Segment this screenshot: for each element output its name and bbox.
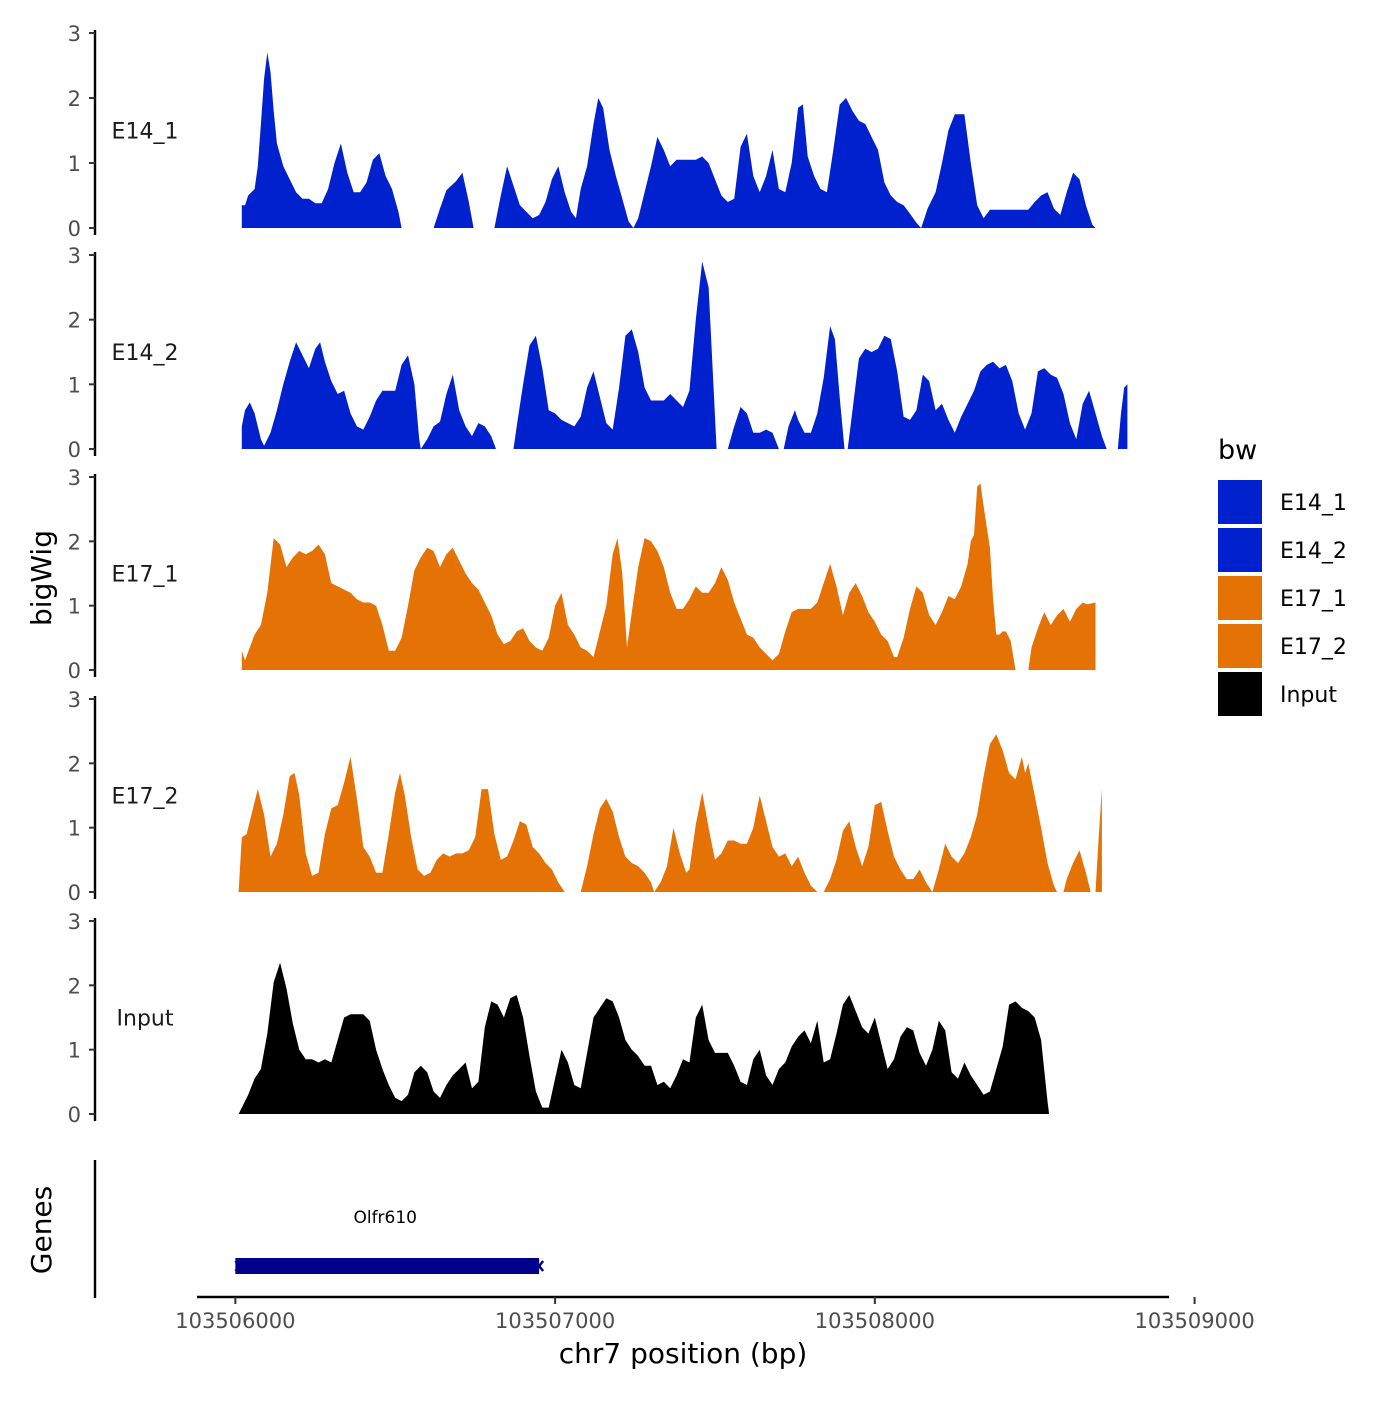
y-tick-label: 1 [68,373,81,397]
x-tick-label: 103507000 [495,1309,615,1333]
x-tick-label: 103509000 [1134,1309,1254,1333]
area-series-e14-2 [241,261,1128,449]
track-label: Input [117,1007,174,1032]
gene-olfr610: Olfr610 [234,1208,545,1274]
y-tick-label: 1 [68,1039,81,1063]
track-label: E14_1 [112,120,179,145]
x-axis-title: chr7 position (bp) [559,1337,808,1370]
y-tick-label: 2 [68,309,81,333]
track-e14-1: 0 1 2 3 E14_1 [68,22,1096,241]
track-e17-1: 0 1 2 3 E17_1 [68,466,1096,683]
legend-key [1218,528,1262,572]
legend: bw E14_1 E14_2 E17_1 E17_2 Input [1218,435,1347,716]
tracks-layer: 0 1 2 3 E14_1 0 1 2 3 E14_2 0 1 2 3 E17_1 0 1 2 3 E17_2 0 1 2 3… [68,22,1128,1127]
gene-body [235,1258,540,1274]
gene-panel: Olfr610 [93,1160,545,1298]
x-tick-label: 103508000 [815,1309,935,1333]
legend-label: E17_2 [1280,635,1347,660]
x-tick-label: 103506000 [175,1309,295,1333]
y-tick-label: 2 [68,752,81,776]
y-tick-label: 2 [68,87,81,111]
y-tick-label: 3 [68,688,81,712]
x-axis: 103506000 103507000 103508000 103509000 [175,1295,1255,1333]
legend-key [1218,624,1262,668]
track-label: E17_2 [112,785,179,810]
gene-label: Olfr610 [353,1208,417,1228]
gene-strand-arrow-end [534,1260,545,1272]
legend-label: Input [1280,683,1337,708]
legend-label: E14_1 [1280,491,1347,516]
legend-item: E14_1 [1218,480,1347,524]
legend-item: Input [1218,672,1337,716]
y-tick-label: 3 [68,244,81,268]
y-tick-label: 2 [68,974,81,998]
legend-item: E14_2 [1218,528,1347,572]
area-series-e14-1 [241,52,1096,228]
legend-key [1218,480,1262,524]
y-tick-label: 3 [68,910,81,934]
y-tick-label: 1 [68,817,81,841]
legend-label: E17_1 [1280,587,1347,612]
area-series-input [238,962,1050,1114]
y-tick-label: 3 [68,466,81,490]
area-series-e17-1 [241,483,1096,670]
y-tick-label: 1 [68,595,81,619]
gene-panel-label: Genes [25,1186,58,1274]
y-tick-label: 2 [68,530,81,554]
y-tick-label: 0 [68,438,81,462]
track-e14-2: 0 1 2 3 E14_2 [68,244,1128,462]
legend-title: bw [1218,435,1257,466]
y-tick-label: 0 [68,1103,81,1127]
track-label: E14_2 [112,341,179,366]
track-e17-2: 0 1 2 3 E17_2 [68,688,1102,905]
legend-key [1218,576,1262,620]
y-tick-label: 3 [68,22,81,46]
legend-label: E14_2 [1280,539,1347,564]
y-tick-label: 0 [68,881,81,905]
track-input: 0 1 2 3 Input [68,910,1050,1127]
y-tick-label: 1 [68,152,81,176]
y-tick-label: 0 [68,217,81,241]
gene-strand-arrow-start [234,1260,242,1272]
legend-key [1218,672,1262,716]
area-series-e17-2 [238,734,1102,892]
legend-item: E17_1 [1218,576,1347,620]
legend-item: E17_2 [1218,624,1347,668]
track-label: E17_1 [112,563,179,588]
y-tick-label: 0 [68,659,81,683]
y-axis-title: bigWig [25,530,58,626]
